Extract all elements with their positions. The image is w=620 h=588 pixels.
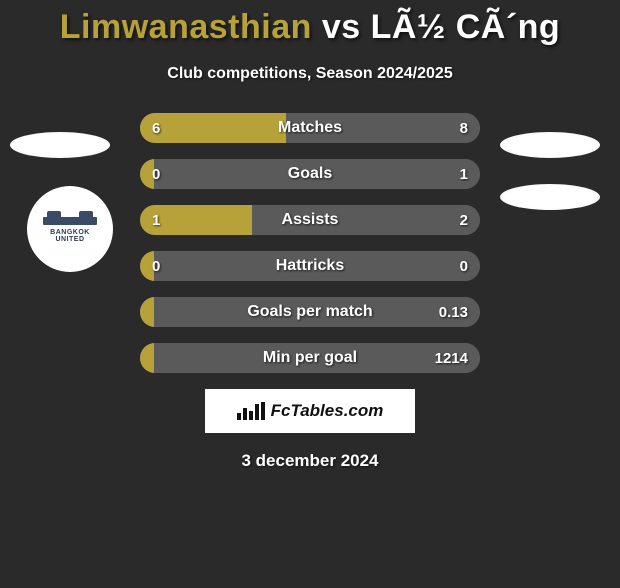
stat-fill-right — [154, 297, 480, 327]
player1-name: Limwanasthian — [60, 8, 312, 46]
stat-fill-left — [140, 251, 154, 281]
logo-chart-icon — [237, 402, 265, 420]
stats-bars: 68Matches 01Goals 12Assists 00Hattricks 0.13… — [140, 113, 480, 373]
stat-fill-left — [140, 159, 154, 189]
stat-fill-left — [140, 113, 286, 143]
club-badge-inner: BANGKOK UNITED — [35, 194, 105, 264]
date-text: 3 december 2024 — [0, 451, 620, 471]
side-ellipse — [500, 184, 600, 210]
stat-fill-left — [140, 343, 154, 373]
stat-row: 12Assists — [140, 205, 480, 235]
stat-row: 1214Min per goal — [140, 343, 480, 373]
subtitle: Club competitions, Season 2024/2025 — [0, 65, 620, 83]
vs-text: vs — [312, 8, 371, 46]
side-ellipse — [500, 132, 600, 158]
stat-row: 0.13Goals per match — [140, 297, 480, 327]
stat-fill-right — [154, 251, 480, 281]
club-badge: BANGKOK UNITED — [27, 186, 113, 272]
page-title: Limwanasthian vs LÃ½ CÃ´ng — [0, 8, 620, 47]
content-area: 68Matches 01Goals 12Assists 00Hattricks 0.13… — [0, 113, 620, 471]
logo-box: FcTables.com — [205, 389, 415, 433]
stat-row: 01Goals — [140, 159, 480, 189]
logo-text: FcTables.com — [271, 401, 384, 421]
stat-fill-left — [140, 205, 252, 235]
stat-fill-right — [252, 205, 480, 235]
stat-row: 00Hattricks — [140, 251, 480, 281]
stat-fill-left — [140, 297, 154, 327]
side-ellipse — [10, 132, 110, 158]
stat-fill-right — [286, 113, 480, 143]
player2-name: LÃ½ CÃ´ng — [371, 8, 561, 46]
stat-fill-right — [154, 343, 480, 373]
stat-row: 68Matches — [140, 113, 480, 143]
stat-fill-right — [154, 159, 480, 189]
